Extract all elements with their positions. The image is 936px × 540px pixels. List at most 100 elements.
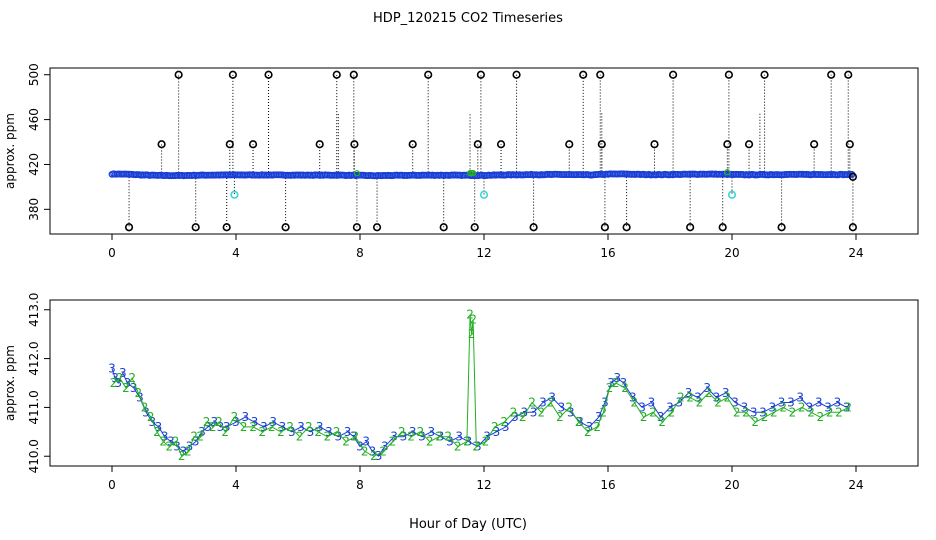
top-outlier-point (315, 140, 324, 149)
panel-bottom-co2-detail: approx. ppm 0 4 8 12 16 20 24 410.0 411.0 412.0 41… (3, 293, 919, 492)
bottom-data-point: 3 (418, 430, 426, 444)
bottom-data-point: 3 (119, 366, 127, 380)
top-outlier-point (596, 70, 605, 79)
bottom-data-point: 3 (241, 410, 249, 424)
panel-top-ylabel: approx. ppm (3, 113, 17, 189)
bottom-data-point: 2 (658, 415, 666, 429)
bottom-data-point: 2 (789, 405, 797, 419)
bottom-data-point: 3 (787, 396, 795, 410)
bottom-xtick-label: 24 (848, 478, 863, 492)
bottom-data-point: 2 (122, 381, 130, 395)
bottom-data-point: 3 (210, 415, 218, 429)
bottom-data-point: 2 (593, 420, 601, 434)
bottom-data-point: 2 (742, 405, 750, 419)
top-outlier-point (352, 223, 362, 232)
bottom-data-point: 2 (445, 430, 453, 444)
bottom-data-point: 2 (538, 405, 546, 419)
top-outlier-point (579, 70, 588, 79)
bottom-data-point: 3 (446, 435, 454, 449)
top-outlier-point (228, 70, 237, 79)
bottom-data-point: 3 (362, 435, 370, 449)
top-outlier-point (470, 223, 479, 232)
bottom-data-point: 2 (621, 381, 629, 395)
bottom-data-point: 2 (528, 396, 536, 410)
bottom-data-point: 3 (629, 391, 637, 405)
bottom-xtick-label: 0 (108, 478, 116, 492)
top-outlier-point (424, 70, 433, 79)
bottom-data-point: 3 (427, 425, 435, 439)
bottom-data-point: 3 (548, 391, 556, 405)
top-outlier-point (248, 140, 258, 149)
bottom-data-point: 2 (724, 391, 732, 405)
bottom-data-point: 3 (400, 430, 408, 444)
bottom-data-point: 2 (491, 420, 499, 434)
bottom-data-point: 3 (111, 371, 119, 385)
bottom-data-point: 3 (269, 415, 277, 429)
top-outlier-point (222, 223, 231, 232)
bottom-data-point: 2 (153, 425, 161, 439)
top-data-point-green (353, 170, 360, 177)
bottom-data-point: 2 (649, 405, 657, 419)
bottom-data-point: 3 (595, 410, 603, 424)
top-outlier-point (668, 70, 678, 79)
top-outlier-point (529, 223, 538, 232)
top-outlier-point (174, 70, 183, 79)
top-data-point-green (470, 169, 477, 177)
bottom-data-point: 3 (409, 425, 417, 439)
bottom-data-point: 2 (314, 425, 322, 439)
bottom-data-point: 2 (159, 435, 167, 449)
bottom-data-point: 3 (685, 386, 693, 400)
bottom-data-point: 2 (584, 425, 592, 439)
top-outlier-point (473, 140, 482, 149)
bottom-data-point: 3 (768, 400, 776, 414)
bottom-data-point: 2 (779, 400, 787, 414)
bottom-data-point: 2 (770, 405, 778, 419)
bottom-data-point: 3 (375, 449, 383, 463)
bottom-data-point: 3 (502, 420, 510, 434)
bottom-data-point: 3 (493, 425, 501, 439)
bottom-data-point: 3 (703, 381, 711, 395)
bottom-data-point: 2 (798, 400, 806, 414)
top-xtick-label: 20 (724, 246, 739, 260)
bottom-data-point: 2 (209, 420, 217, 434)
bottom-data-point: 3 (675, 396, 683, 410)
top-outlier-point (408, 140, 417, 149)
bottom-data-point: 3 (455, 430, 463, 444)
bottom-data-point: 2 (178, 449, 186, 463)
bottom-data-point: 2 (500, 415, 508, 429)
bottom-data-point: 2 (333, 425, 341, 439)
bottom-data-point: 2 (466, 308, 474, 322)
panel-top-frame (49, 67, 919, 235)
bottom-data-point: 2 (135, 386, 143, 400)
top-outlier-point (845, 140, 854, 149)
bottom-data-point: 2 (370, 449, 378, 463)
top-xtick-label: 24 (848, 246, 863, 260)
top-xtick-label: 16 (600, 246, 615, 260)
bottom-data-point: 3 (539, 396, 547, 410)
bottom-data-point: 3 (558, 400, 566, 414)
bottom-ytick-label: 413.0 (27, 293, 41, 327)
bottom-data-point: 2 (565, 400, 573, 414)
bottom-data-point: 3 (567, 405, 575, 419)
bottom-data-point: 3 (815, 396, 823, 410)
bottom-data-point: 2 (147, 410, 155, 424)
bottom-data-point: 2 (342, 435, 350, 449)
bottom-data-point: 3 (530, 405, 538, 419)
bottom-data-point: 2 (705, 386, 713, 400)
top-outlier-point (191, 223, 200, 232)
bottom-data-point: 3 (130, 381, 138, 395)
bottom-data-point: 2 (686, 391, 694, 405)
top-outlier-point (372, 223, 382, 232)
bottom-data-point: 3 (613, 371, 621, 385)
bottom-data-point: 2 (751, 415, 759, 429)
bottom-data-point: 2 (547, 396, 555, 410)
top-outlier-point (744, 140, 754, 149)
bottom-data-point: 3 (824, 400, 832, 414)
bottom-data-point: 3 (334, 430, 342, 444)
bottom-data-point: 2 (600, 405, 608, 419)
bottom-data-point: 3 (381, 439, 389, 453)
bottom-data-point: 3 (601, 396, 609, 410)
top-outlier-point (848, 223, 858, 232)
top-flagged-point (479, 190, 489, 199)
